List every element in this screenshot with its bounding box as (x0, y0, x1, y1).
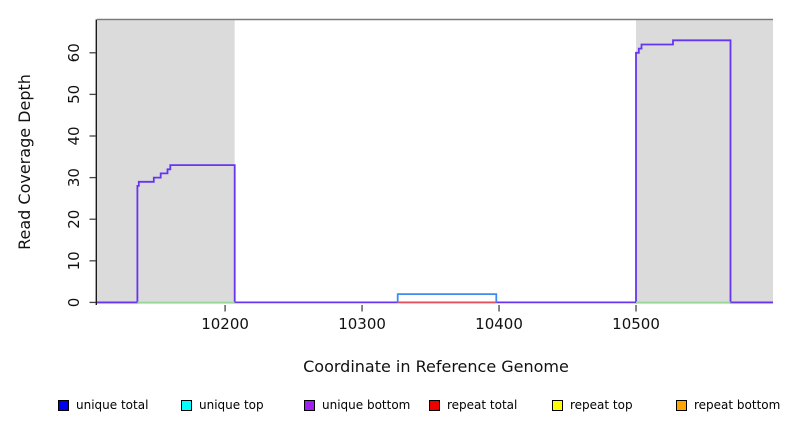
series-line-unique-coverage-step (396, 293, 498, 303)
x-tick-label: 10400 (475, 315, 523, 333)
y-axis-title: Read Coverage Depth (15, 74, 34, 250)
y-tick-label: 50 (65, 85, 83, 104)
legend-item-unique-top: unique top (181, 399, 264, 412)
legend-label: unique total (76, 398, 149, 412)
legend-swatch-icon (58, 400, 69, 411)
y-tick-label: 60 (65, 43, 83, 62)
x-tick-label: 10300 (338, 315, 386, 333)
coverage-chart: 10200 10300 10400 10500 0 10 20 30 40 50 60 Coord… (15, 18, 773, 376)
y-axis: 0 10 20 30 40 50 60 (65, 43, 96, 307)
y-tick-label: 20 (65, 210, 83, 229)
legend-item-repeat-total: repeat total (429, 399, 517, 412)
legend-label: repeat total (447, 398, 518, 412)
legend-label: repeat top (570, 398, 633, 412)
shaded-region-left (97, 20, 235, 305)
legend-label: repeat bottom (694, 398, 781, 412)
legend: unique total unique top unique bottom repea… (0, 0, 792, 412)
x-axis: 10200 10300 10400 10500 (201, 305, 660, 333)
x-tick-label: 10200 (201, 315, 249, 333)
shaded-regions-group (95, 19, 773, 305)
y-tick-label: 30 (65, 168, 83, 187)
shaded-region-right (636, 20, 773, 305)
legend-item-unique-bottom: unique bottom (304, 399, 410, 412)
y-tick-label: 40 (65, 126, 83, 145)
legend-swatch-icon (676, 400, 687, 411)
series-line-unique-coverage-blocks (97, 39, 773, 304)
x-axis-title: Coordinate in Reference Genome (303, 357, 569, 376)
legend-label: unique top (199, 398, 264, 412)
y-tick-label: 0 (65, 298, 83, 308)
legend-item-repeat-bottom: repeat bottom (676, 399, 780, 412)
x-tick-label: 10500 (612, 315, 660, 333)
legend-swatch-icon (429, 400, 440, 411)
legend-swatch-icon (181, 400, 192, 411)
legend-label: unique bottom (322, 398, 411, 412)
series-lines-group (97, 39, 773, 304)
legend-item-repeat-top: repeat top (552, 399, 633, 412)
legend-swatch-icon (552, 400, 563, 411)
legend-swatch-icon (304, 400, 315, 411)
y-tick-label: 10 (65, 251, 83, 270)
legend-item-unique-total: unique total (58, 399, 148, 412)
